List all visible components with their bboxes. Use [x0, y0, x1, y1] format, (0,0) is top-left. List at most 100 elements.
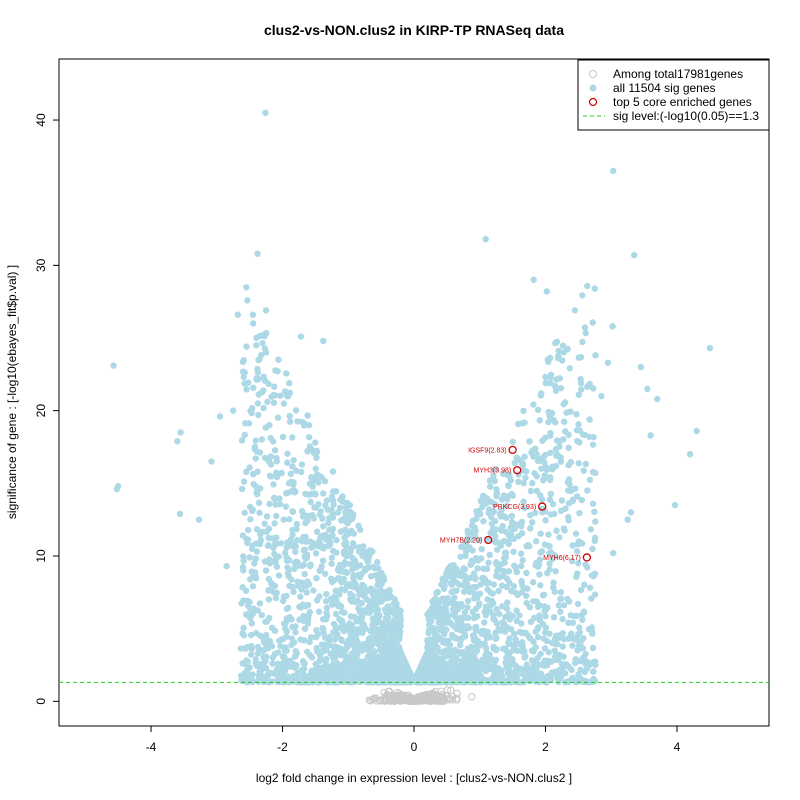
sig-point [288, 663, 295, 670]
sig-outlier-point [598, 392, 605, 400]
sig-point [351, 658, 359, 665]
sig-point [298, 461, 306, 468]
core-gene-point [582, 553, 592, 562]
sig-point [539, 505, 546, 513]
sig-point [345, 663, 352, 670]
sig-point [489, 600, 497, 607]
sig-point [560, 653, 567, 660]
sig-point [461, 630, 468, 637]
sig-point [545, 408, 552, 416]
sig-point [497, 560, 505, 568]
sig-point [546, 354, 554, 362]
sig-point [479, 665, 487, 672]
sig-point [542, 613, 549, 620]
sig-point [275, 356, 282, 363]
sig-point [541, 629, 549, 636]
sig-point [493, 620, 501, 627]
sig-point [248, 645, 255, 653]
sig-point [329, 468, 337, 475]
sig-point [492, 664, 499, 672]
sig-point [321, 570, 329, 577]
sig-point [248, 651, 255, 658]
x-tick-label: -2 [277, 740, 288, 754]
sig-point [551, 588, 558, 595]
sig-point [244, 297, 251, 304]
sig-point [481, 575, 488, 583]
sig-point [501, 679, 508, 686]
sig-point [343, 582, 351, 589]
sig-point [434, 632, 441, 639]
sig-point [326, 526, 333, 533]
sig-point [566, 634, 574, 641]
sig-point [313, 574, 320, 582]
sig-point [292, 407, 300, 414]
sig-point [252, 437, 259, 444]
sig-point [579, 338, 586, 346]
sig-point [394, 670, 402, 678]
sig-point [565, 476, 573, 483]
sig-point [253, 540, 260, 547]
sig-point [332, 587, 339, 594]
sig-point [389, 609, 396, 616]
sig-point [329, 514, 337, 521]
nonsig-point [438, 694, 446, 702]
sig-outlier-point [609, 323, 616, 330]
sig-point [243, 468, 250, 476]
nonsig-point [468, 693, 476, 701]
sig-point [416, 667, 423, 674]
sig-point [482, 500, 490, 507]
sig-point [254, 607, 261, 614]
sig-outlier-point [482, 235, 489, 243]
sig-point [258, 611, 265, 619]
sig-point [298, 666, 305, 674]
sig-point [356, 562, 364, 569]
sig-point [568, 557, 576, 565]
sig-point [495, 587, 502, 595]
sig-point [271, 520, 278, 527]
sig-point [259, 528, 266, 535]
sig-point [565, 517, 572, 524]
sig-point [265, 534, 272, 542]
sig-point [399, 654, 406, 661]
sig-outlier-point [671, 501, 679, 509]
sig-point [237, 672, 245, 680]
sig-point [298, 508, 306, 515]
sig-point [464, 597, 472, 605]
sig-point [461, 572, 469, 580]
sig-point [278, 675, 286, 682]
sig-point [521, 654, 528, 661]
sig-point [371, 564, 378, 572]
core-gene-label: PRKCG(3.93) [493, 504, 536, 511]
sig-point [252, 630, 260, 637]
sig-point [451, 594, 458, 601]
sig-point [432, 675, 440, 682]
legend-marker-core [588, 97, 598, 107]
sig-point [526, 604, 534, 611]
sig-point [523, 592, 530, 600]
sig-point [279, 433, 287, 441]
sig-point [277, 642, 284, 650]
sig-point [503, 575, 511, 582]
sig-point [566, 365, 574, 372]
sig-point [288, 635, 296, 642]
sig-point [305, 422, 313, 429]
sig-outlier-point [609, 549, 617, 557]
sig-point [254, 365, 261, 373]
sig-point [240, 357, 247, 364]
nonsig-point [389, 692, 397, 700]
sig-point [349, 566, 356, 573]
sig-point [269, 654, 276, 661]
sig-point [556, 534, 563, 541]
sig-point [349, 539, 357, 547]
sig-point [577, 353, 585, 361]
sig-point [485, 559, 492, 566]
sig-point [265, 596, 273, 603]
core-gene-label: MYH6(6.17) [543, 555, 581, 562]
nonsig-point [448, 696, 457, 704]
sig-point [255, 375, 262, 383]
sig-point [249, 583, 257, 590]
sig-point [371, 648, 378, 655]
sig-point [536, 678, 544, 686]
sig-point [590, 675, 597, 683]
sig-point [589, 545, 596, 553]
